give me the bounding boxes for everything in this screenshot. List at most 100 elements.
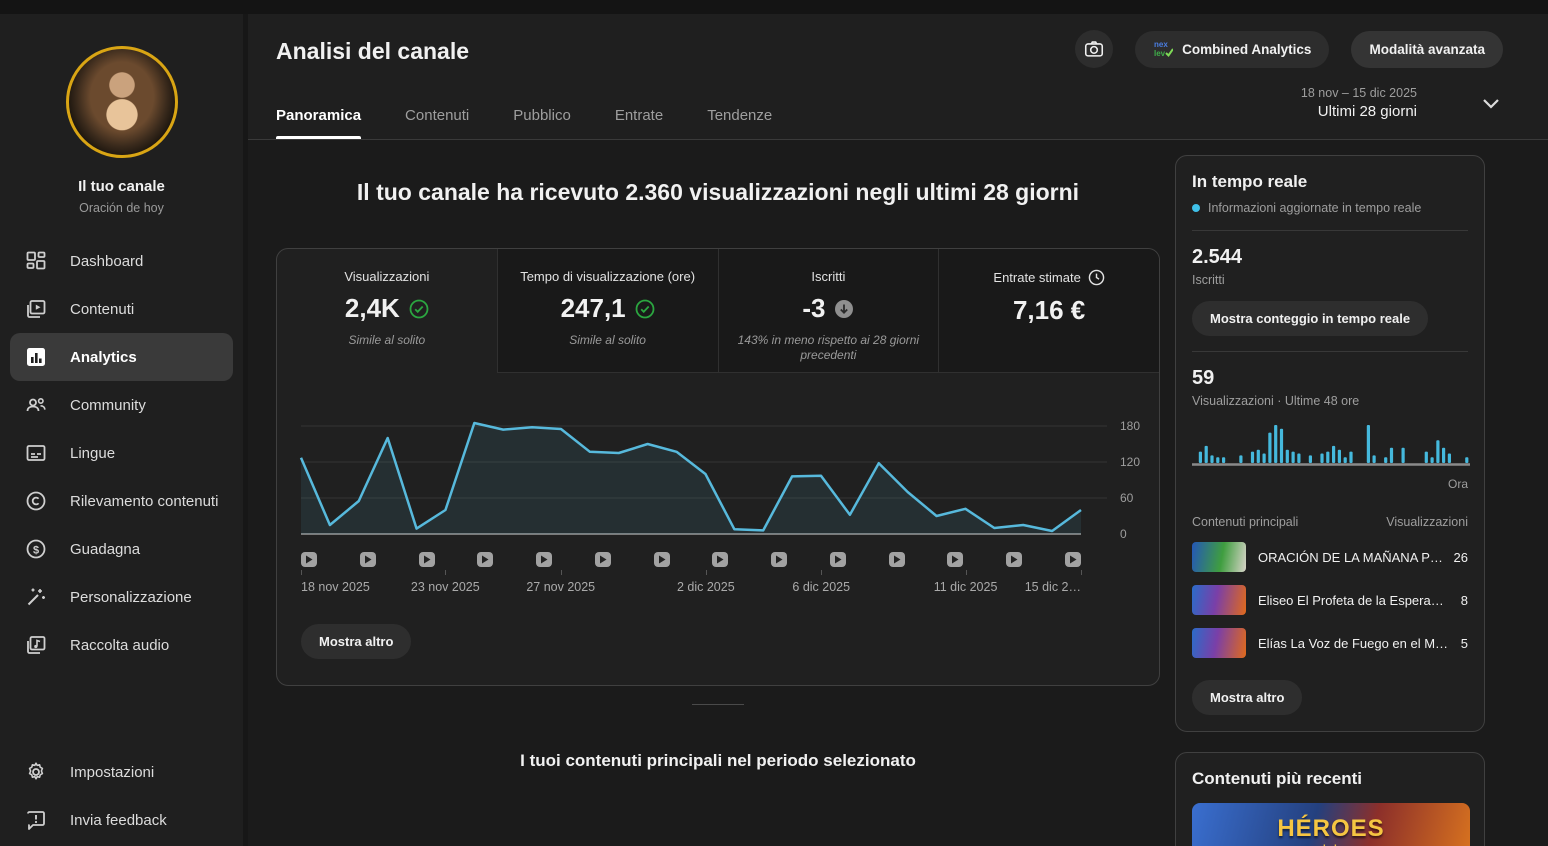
metric-value: 2,4K bbox=[345, 293, 429, 324]
sidebar-item-invia-feedback[interactable]: Invia feedback bbox=[0, 796, 243, 844]
tab-entrate[interactable]: Entrate bbox=[614, 107, 664, 124]
date-texts: 18 nov – 15 dic 2025 Ultimi 28 giorni bbox=[1301, 86, 1417, 120]
video-publish-marker-icon[interactable] bbox=[712, 552, 729, 567]
channel-avatar[interactable] bbox=[65, 46, 178, 158]
divider bbox=[1192, 351, 1468, 352]
live-count-button[interactable]: Mostra conteggio in tempo reale bbox=[1192, 301, 1429, 336]
axis-tick bbox=[1081, 570, 1082, 575]
video-publish-marker-icon[interactable] bbox=[477, 552, 494, 567]
top-content-row[interactable]: ORACIÓN DE LA MAÑANA P… 26 bbox=[1192, 542, 1468, 572]
sidebar-item-community[interactable]: Community bbox=[0, 381, 243, 429]
sidebar-item-lingue[interactable]: Lingue bbox=[0, 429, 243, 477]
video-thumbnail bbox=[1192, 585, 1246, 615]
clock-icon bbox=[1088, 269, 1105, 286]
video-publish-marker-icon[interactable] bbox=[653, 552, 670, 567]
realtime-show-more-button[interactable]: Mostra altro bbox=[1192, 680, 1303, 715]
tab-contenuti[interactable]: Contenuti bbox=[405, 107, 470, 124]
sidebar-item-dashboard[interactable]: Dashboard bbox=[0, 237, 243, 285]
sidebar-item-guadagna[interactable]: $ Guadagna bbox=[0, 525, 243, 573]
bar-chart-svg[interactable] bbox=[1192, 418, 1470, 468]
combined-analytics-label: Combined Analytics bbox=[1182, 41, 1312, 57]
tab-tendenze[interactable]: Tendenze bbox=[707, 107, 773, 124]
metric-card-entrate[interactable]: Entrate stimate 7,16 € bbox=[938, 249, 1159, 373]
metric-card-iscritti[interactable]: Iscritti -3 143% in meno rispetto ai 28 gi… bbox=[717, 249, 939, 373]
sidebar-item-analytics[interactable]: Analytics bbox=[10, 333, 233, 381]
metric-value-text: 2,4K bbox=[344, 293, 400, 323]
check-circle-icon bbox=[635, 299, 655, 319]
metric-card-tempo[interactable]: Tempo di visualizzazione (ore) 247,1 Simil… bbox=[496, 249, 718, 373]
chevron-down-icon bbox=[1479, 91, 1503, 115]
views-header: Visualizzazioni bbox=[1386, 515, 1468, 529]
copyright-icon bbox=[24, 489, 48, 513]
video-publish-marker-icon[interactable] bbox=[888, 552, 905, 567]
content-area: Il tuo canale ha ricevuto 2.360 visualiz… bbox=[248, 140, 1548, 846]
video-publish-marker-icon[interactable] bbox=[1006, 552, 1023, 567]
advanced-mode-button[interactable]: Modalità avanzata bbox=[1351, 30, 1503, 68]
tab-panoramica[interactable]: Panoramica bbox=[276, 107, 362, 139]
top-content-row[interactable]: Eliseo El Profeta de la Espera… 8 bbox=[1192, 585, 1468, 615]
show-more-button[interactable]: Mostra altro bbox=[301, 624, 412, 659]
video-publish-marker-icon[interactable] bbox=[418, 552, 435, 567]
date-range: 18 nov – 15 dic 2025 bbox=[1300, 86, 1417, 100]
thumbnail-text-line1: HÉROES bbox=[1277, 815, 1385, 842]
top-content-row[interactable]: Elías La Voz de Fuego en el M… 5 bbox=[1192, 628, 1468, 658]
metric-card-visualizzazioni[interactable]: Visualizzazioni 2,4K Simile al solito bbox=[277, 249, 497, 373]
analytics-tabs: Panoramica Contenuti Pubblico Entrate Tenden… bbox=[276, 107, 772, 139]
realtime-axis-label: Ora bbox=[1447, 477, 1468, 491]
check-circle-icon bbox=[409, 299, 429, 319]
video-publish-marker-icon[interactable] bbox=[301, 552, 317, 567]
video-publish-marker-icon[interactable] bbox=[1064, 552, 1081, 567]
video-publish-marker-icon[interactable] bbox=[359, 552, 376, 567]
combined-analytics-button[interactable]: nex lev Combined Analytics bbox=[1135, 30, 1330, 68]
sidebar-item-rilevamento-contenuti[interactable]: Rilevamento contenuti bbox=[0, 477, 243, 525]
top-content-list: ORACIÓN DE LA MAÑANA P… 26 Eliseo El Profe… bbox=[1192, 542, 1468, 658]
combined-analytics-logo-icon: nex lev bbox=[1153, 39, 1174, 59]
video-publish-marker-icon[interactable] bbox=[594, 552, 611, 567]
video-publish-marker-icon[interactable] bbox=[536, 552, 553, 567]
main-column: Il tuo canale ha ricevuto 2.360 visualiz… bbox=[248, 140, 1160, 846]
page-title: Analisi del canale bbox=[276, 38, 470, 64]
svg-text:120: 120 bbox=[1120, 455, 1140, 469]
metric-value: 247,1 bbox=[561, 293, 655, 324]
sidebar-item-label: Dashboard bbox=[70, 252, 144, 270]
axis-tick bbox=[560, 570, 562, 575]
video-publish-marker-icon[interactable] bbox=[771, 552, 788, 567]
channel-handle: Oración de hoy bbox=[79, 201, 164, 215]
sidebar-menu: Dashboard Contenuti Analytics Community Ling… bbox=[0, 237, 243, 669]
video-thumbnail bbox=[1192, 628, 1246, 658]
date-period: Ultimi 28 giorni bbox=[1317, 103, 1417, 120]
video-views: 5 bbox=[1460, 635, 1468, 651]
metric-value: -3 bbox=[802, 293, 854, 324]
camera-icon bbox=[1083, 38, 1105, 60]
analytics-icon bbox=[24, 345, 48, 369]
video-publish-marker-icon[interactable] bbox=[947, 552, 964, 567]
svg-text:0: 0 bbox=[1120, 527, 1127, 539]
sidebar-item-personalizzazione[interactable]: Personalizzazione bbox=[0, 573, 243, 621]
sidebar-item-impostazioni[interactable]: Impostazioni bbox=[0, 748, 243, 796]
content-icon bbox=[24, 297, 48, 321]
advanced-mode-label: Modalità avanzata bbox=[1369, 41, 1485, 57]
line-chart-svg[interactable]: 180 120 60 0 bbox=[277, 397, 1160, 541]
subtitles-icon bbox=[24, 441, 48, 465]
community-icon bbox=[24, 393, 48, 417]
video-publish-marker-icon[interactable] bbox=[829, 552, 846, 567]
x-axis-date-label: 23 nov 2025 bbox=[410, 580, 480, 594]
screenshot-camera-button[interactable] bbox=[1075, 30, 1114, 68]
metric-label: Iscritti bbox=[811, 269, 845, 284]
sidebar-item-label: Contenuti bbox=[70, 300, 135, 318]
sidebar-item-contenuti[interactable]: Contenuti bbox=[0, 285, 243, 333]
tab-pubblico[interactable]: Pubblico bbox=[513, 107, 571, 124]
sidebar-item-label: Analytics bbox=[70, 348, 137, 366]
divider bbox=[1192, 230, 1468, 231]
sidebar-item-raccolta-audio[interactable]: Raccolta audio bbox=[0, 621, 243, 669]
dashboard-icon bbox=[24, 249, 48, 273]
recent-video-thumbnail[interactable]: HÉROES de la BIBLIA bbox=[1192, 803, 1470, 846]
overview-headline: Il tuo canale ha ricevuto 2.360 visualiz… bbox=[356, 179, 1080, 205]
realtime-subscribers-label: Iscritti bbox=[1192, 273, 1225, 287]
sidebar-item-label: Community bbox=[70, 396, 146, 414]
realtime-live-note: Informazioni aggiornate in tempo reale bbox=[1208, 201, 1422, 215]
date-range-picker[interactable]: 18 nov – 15 dic 2025 Ultimi 28 giorni bbox=[1301, 86, 1503, 120]
metric-cards: Visualizzazioni 2,4K Simile al solito Tempo… bbox=[277, 249, 1159, 373]
metric-label-text: Tempo di visualizzazione (ore) bbox=[520, 269, 696, 284]
overview-card: Visualizzazioni 2,4K Simile al solito Tempo… bbox=[276, 248, 1160, 686]
